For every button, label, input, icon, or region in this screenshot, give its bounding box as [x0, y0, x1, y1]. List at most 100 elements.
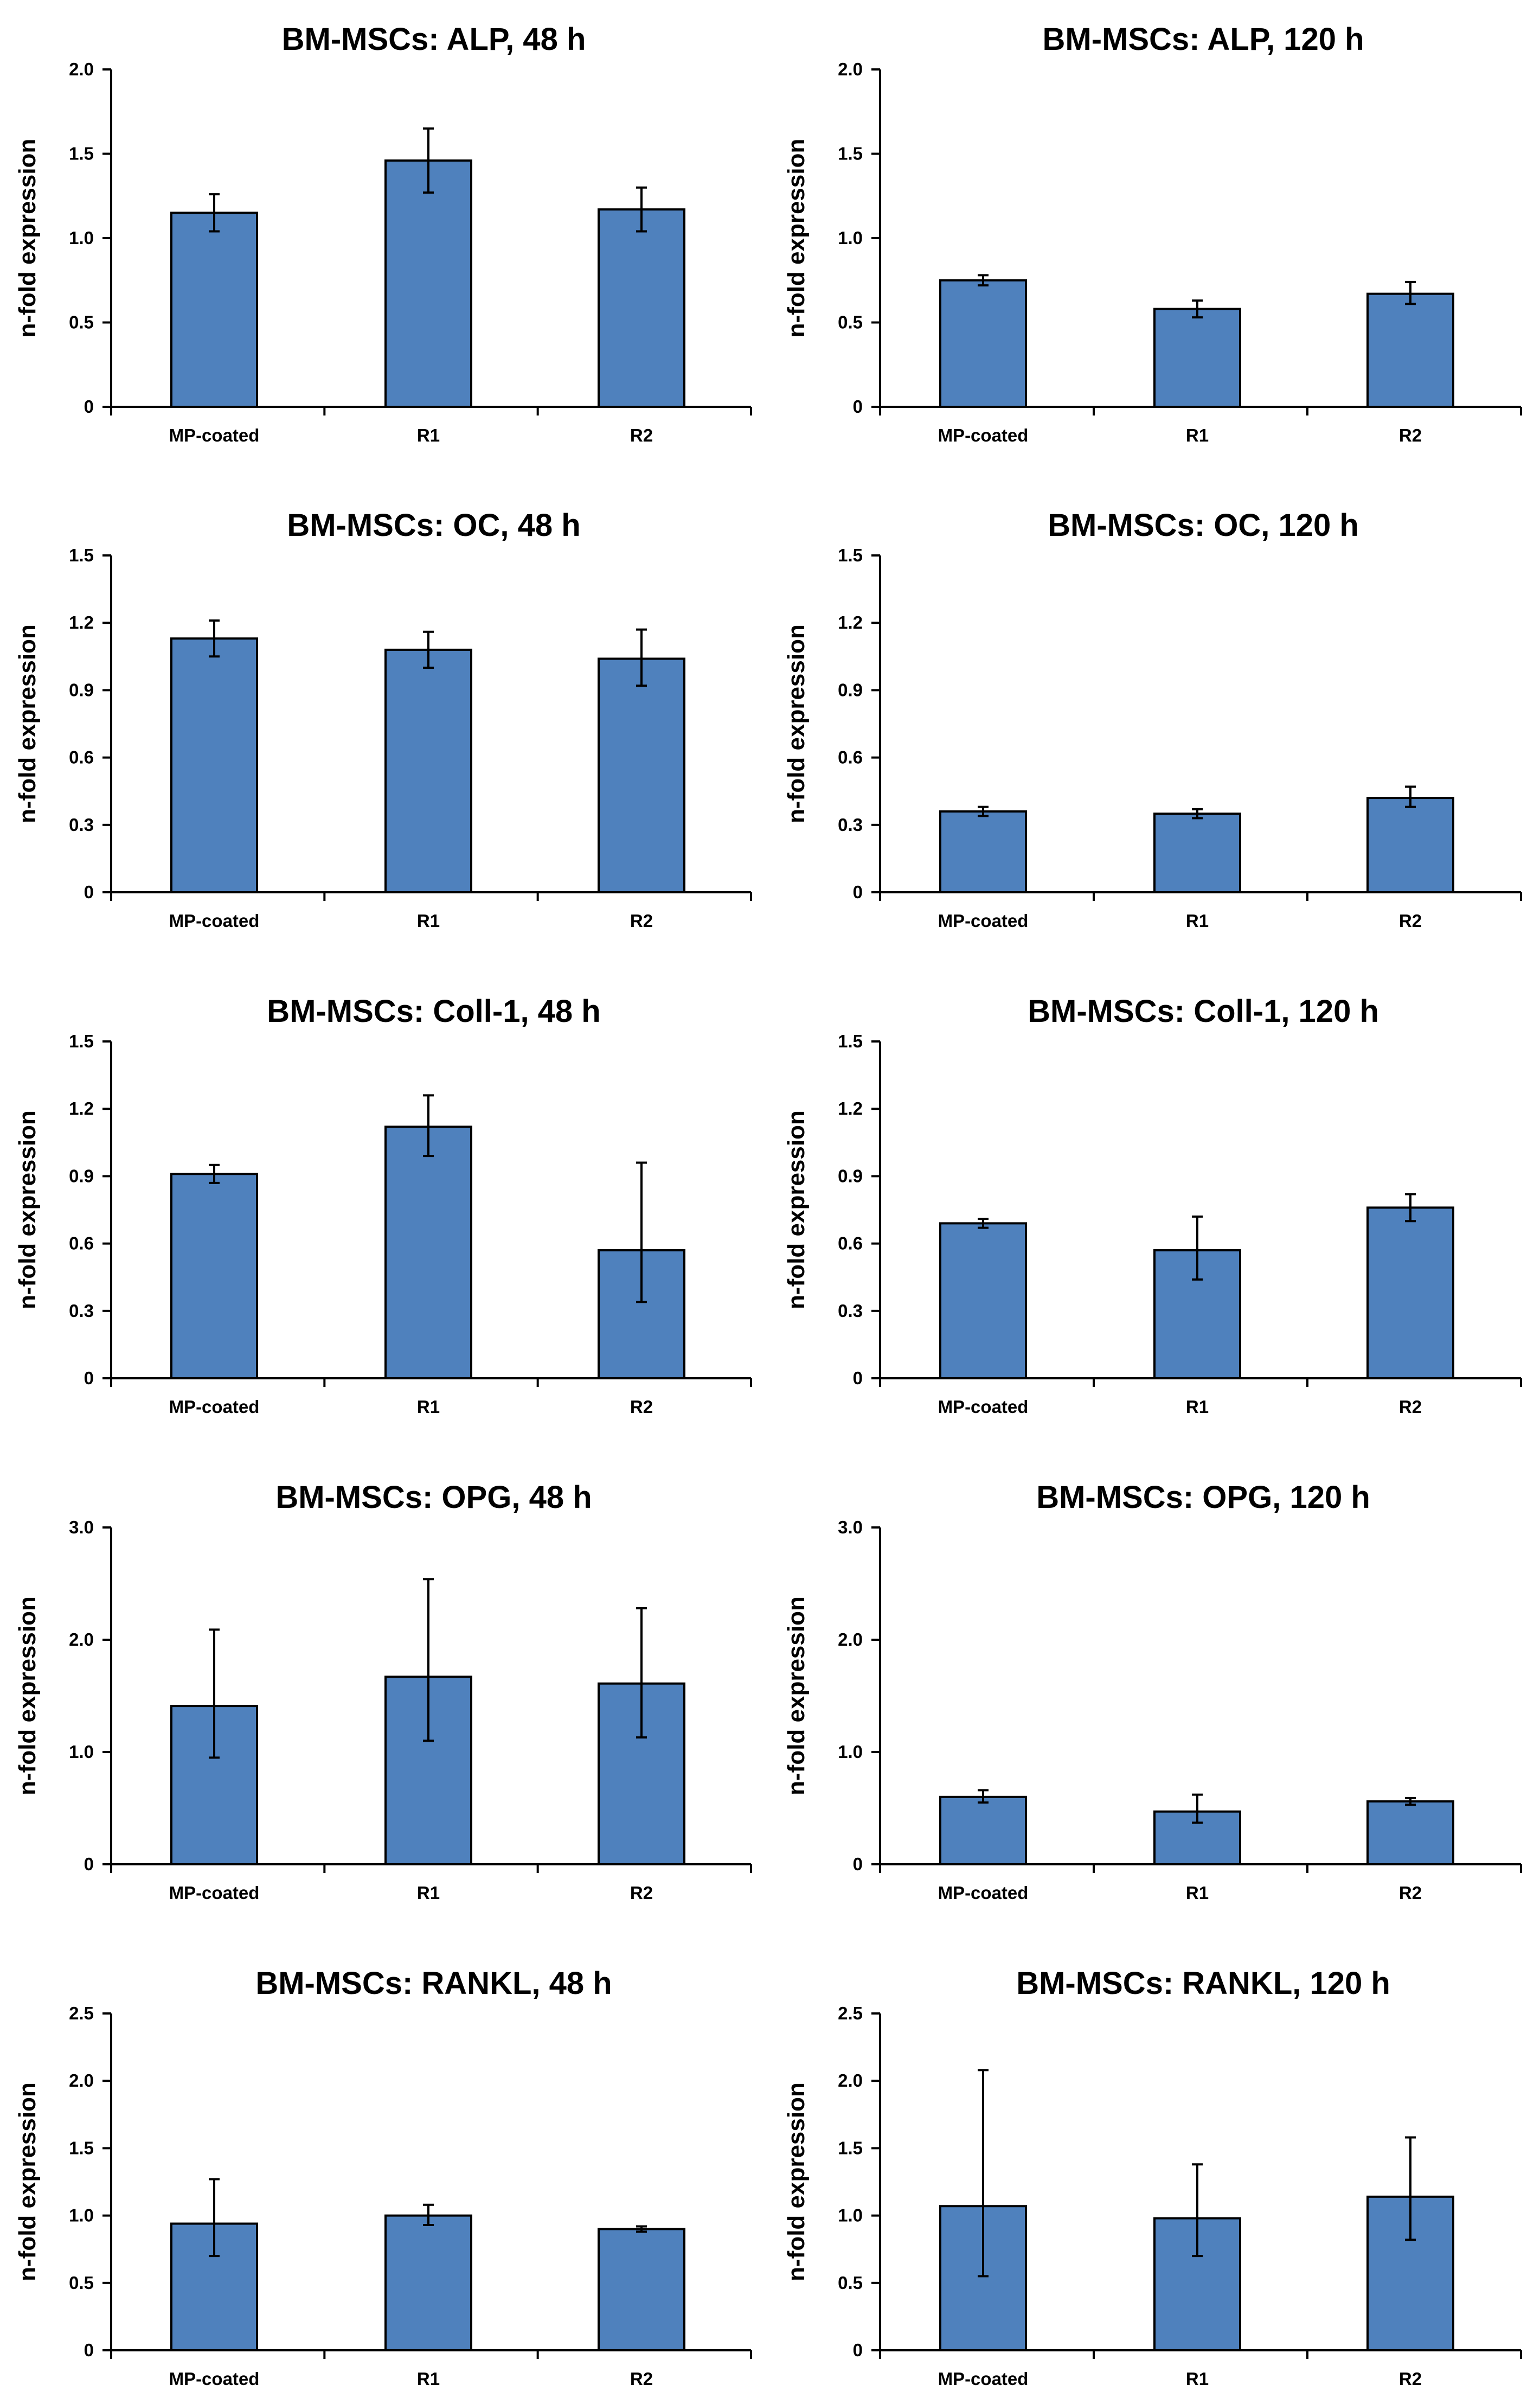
chart-title: BM-MSCs: Coll-1, 48 h: [267, 994, 601, 1029]
chart-title: BM-MSCs: RANKL, 120 h: [1016, 1966, 1390, 2001]
x-tick-label: MP-coated: [938, 425, 1029, 445]
y-tick-label: 0.6: [838, 747, 863, 768]
y-tick-label: 0.3: [838, 815, 863, 835]
y-tick-label: 0.5: [838, 312, 863, 333]
chart-panel: BM-MSCs: Coll-1, 120 h n-fold expression 0…: [783, 994, 1522, 1417]
bar: [384, 1126, 472, 1380]
y-tick-label: 1.5: [69, 1031, 94, 1051]
x-tick-label: R2: [630, 1397, 653, 1417]
chart-title: BM-MSCs: ALP, 120 h: [1043, 22, 1364, 57]
x-tick-label: R1: [417, 2369, 440, 2389]
chart-panel: BM-MSCs: RANKL, 120 h n-fold expression 0 0…: [783, 1966, 1522, 2389]
x-tick-label: MP-coated: [169, 1883, 260, 1903]
y-tick-label: 0: [853, 1368, 863, 1388]
chart-title: BM-MSCs: Coll-1, 120 h: [1028, 994, 1379, 1029]
x-tick-label: MP-coated: [938, 911, 1029, 931]
x-tick-label: R2: [630, 1883, 653, 1903]
x-tick-label: R2: [1399, 911, 1422, 931]
chart-title: BM-MSCs: OPG, 48 h: [275, 1480, 592, 1515]
y-tick-label: 0.9: [69, 680, 94, 700]
bar: [1153, 308, 1241, 408]
y-axis-label: n-fold expression: [14, 2082, 41, 2281]
y-tick-label: 3.0: [69, 1517, 94, 1537]
bar: [384, 648, 472, 893]
x-tick-label: R1: [1186, 1397, 1209, 1417]
y-tick-label: 2.0: [838, 1629, 863, 1649]
x-tick-label: MP-coated: [938, 1397, 1029, 1417]
y-tick-label: 2.5: [69, 2003, 94, 2023]
y-tick-label: 2.0: [69, 59, 94, 79]
y-tick-label: 0: [84, 1854, 94, 1874]
x-tick-label: R2: [630, 2369, 653, 2389]
chart-panel: BM-MSCs: OC, 48 h n-fold expression 0 0.3 0.…: [14, 508, 752, 931]
bar: [598, 208, 685, 408]
y-tick-label: 0: [853, 882, 863, 902]
x-tick-label: R1: [417, 911, 440, 931]
x-tick-label: R2: [1399, 1883, 1422, 1903]
chart-title: BM-MSCs: ALP, 48 h: [282, 22, 586, 57]
x-tick-label: MP-coated: [169, 911, 260, 931]
bar: [170, 637, 258, 894]
y-axis-label: n-fold expression: [783, 1110, 810, 1309]
y-tick-label: 0: [84, 2340, 94, 2360]
x-tick-label: R2: [1399, 425, 1422, 445]
y-axis-label: n-fold expression: [14, 624, 41, 823]
bar: [1366, 797, 1454, 893]
y-tick-label: 1.2: [69, 612, 94, 632]
y-tick-label: 0: [853, 1854, 863, 1874]
chart-panel: BM-MSCs: OPG, 48 h n-fold expression 0 1.0 2…: [14, 1480, 752, 1903]
x-tick-label: MP-coated: [938, 2369, 1029, 2389]
y-tick-label: 1.0: [69, 228, 94, 248]
y-tick-label: 2.5: [838, 2003, 863, 2023]
y-tick-label: 1.2: [838, 612, 863, 632]
bar: [939, 1222, 1027, 1380]
y-tick-label: 0.9: [69, 1166, 94, 1186]
x-tick-label: R1: [417, 425, 440, 445]
y-tick-label: 1.5: [69, 144, 94, 164]
y-tick-label: 1.0: [69, 2205, 94, 2226]
y-tick-label: 1.2: [69, 1098, 94, 1118]
y-tick-label: 0: [853, 2340, 863, 2360]
x-tick-label: R2: [1399, 1397, 1422, 1417]
bar: [598, 2228, 685, 2351]
y-tick-label: 0.3: [69, 1301, 94, 1321]
y-tick-label: 0: [84, 1368, 94, 1388]
y-tick-label: 2.0: [838, 2070, 863, 2090]
bar: [1153, 813, 1241, 893]
y-tick-label: 0: [84, 882, 94, 902]
y-axis-label: n-fold expression: [783, 1596, 810, 1795]
y-tick-label: 1.0: [838, 1742, 863, 1762]
x-tick-label: R2: [630, 911, 653, 931]
y-tick-label: 0.6: [69, 747, 94, 768]
chart-panel: BM-MSCs: RANKL, 48 h n-fold expression 0 0.…: [14, 1966, 752, 2389]
x-tick-label: R1: [417, 1397, 440, 1417]
x-tick-label: MP-coated: [169, 2369, 260, 2389]
y-tick-label: 1.0: [69, 1742, 94, 1762]
y-axis-label: n-fold expression: [783, 2082, 810, 2281]
y-axis-label: n-fold expression: [14, 1110, 41, 1309]
chart-title: BM-MSCs: OC, 120 h: [1048, 508, 1359, 543]
bar: [384, 2214, 472, 2352]
x-tick-label: MP-coated: [169, 1397, 260, 1417]
y-tick-label: 0.9: [838, 1166, 863, 1186]
y-tick-label: 1.5: [838, 144, 863, 164]
x-tick-label: R2: [630, 425, 653, 445]
y-tick-label: 1.5: [838, 1031, 863, 1051]
y-axis-label: n-fold expression: [14, 139, 41, 338]
x-tick-label: R1: [1186, 425, 1209, 445]
x-tick-label: R1: [1186, 2369, 1209, 2389]
y-tick-label: 0.5: [69, 312, 94, 333]
y-axis-label: n-fold expression: [783, 139, 810, 338]
y-tick-label: 0.5: [838, 2273, 863, 2293]
bar: [384, 159, 472, 408]
y-tick-label: 0.6: [838, 1233, 863, 1254]
x-tick-label: R1: [1186, 1883, 1209, 1903]
bar: [1366, 1206, 1454, 1380]
y-tick-label: 0.5: [69, 2273, 94, 2293]
chart-panel: BM-MSCs: OC, 120 h n-fold expression 0 0.3 0…: [783, 508, 1522, 931]
y-tick-label: 1.0: [838, 228, 863, 248]
y-tick-label: 0: [84, 397, 94, 417]
y-tick-label: 0: [853, 397, 863, 417]
x-tick-label: MP-coated: [169, 425, 260, 445]
y-axis-label: n-fold expression: [783, 624, 810, 823]
